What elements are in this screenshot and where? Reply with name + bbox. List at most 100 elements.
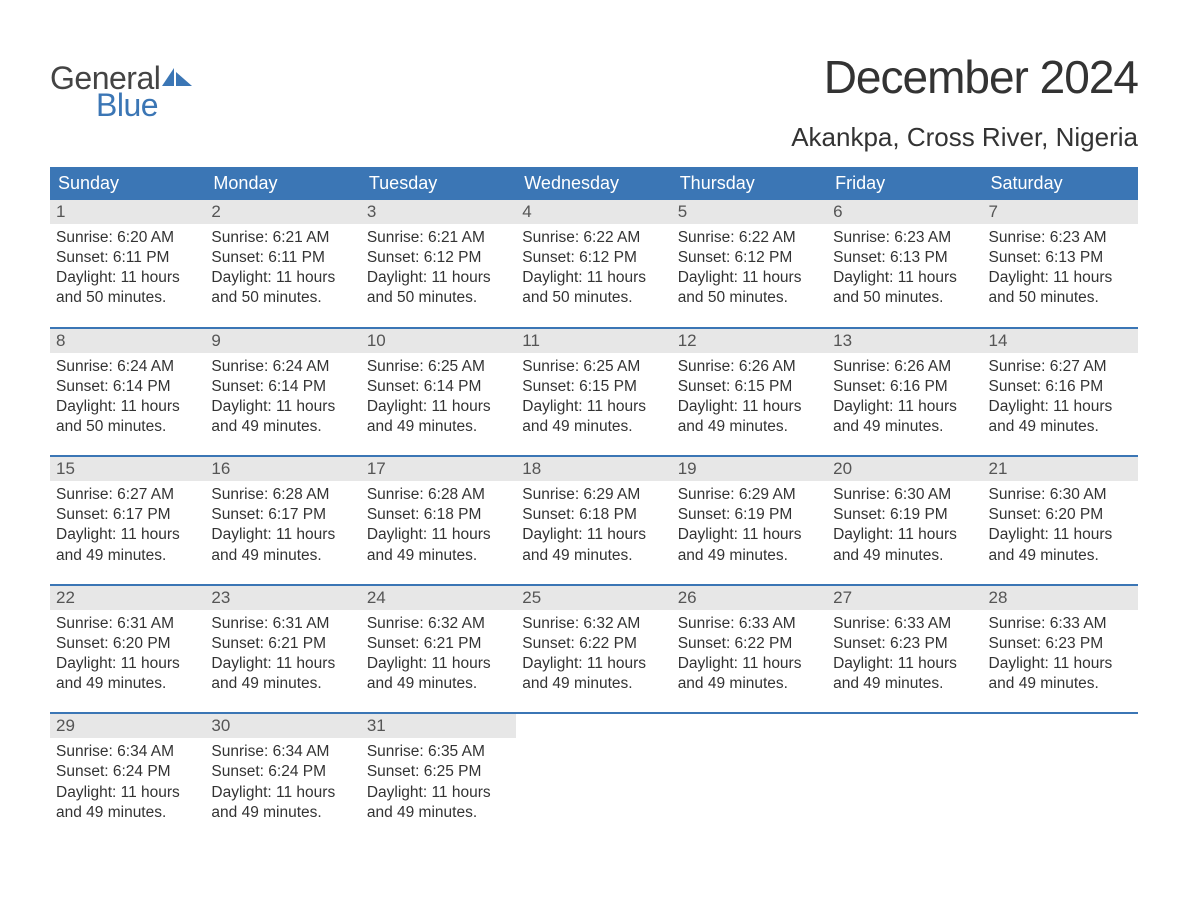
day-body: Sunrise: 6:29 AMSunset: 6:18 PMDaylight:… <box>516 481 671 566</box>
day-sunset: Sunset: 6:12 PM <box>367 248 510 268</box>
day-body: Sunrise: 6:33 AMSunset: 6:22 PMDaylight:… <box>672 610 827 695</box>
day-sunset: Sunset: 6:14 PM <box>211 377 354 397</box>
day-number: 18 <box>516 457 671 481</box>
day-dl2: and 49 minutes. <box>211 803 354 823</box>
day-sunset: Sunset: 6:17 PM <box>211 505 354 525</box>
day-dl1: Daylight: 11 hours <box>56 525 199 545</box>
day-sunset: Sunset: 6:23 PM <box>833 634 976 654</box>
calendar-day-cell: 1Sunrise: 6:20 AMSunset: 6:11 PMDaylight… <box>50 200 205 327</box>
day-dl1: Daylight: 11 hours <box>678 654 821 674</box>
day-dl2: and 49 minutes. <box>678 417 821 437</box>
day-number: 23 <box>205 586 360 610</box>
day-dl2: and 49 minutes. <box>522 674 665 694</box>
day-number: 30 <box>205 714 360 738</box>
calendar-day-cell: 20Sunrise: 6:30 AMSunset: 6:19 PMDayligh… <box>827 457 982 584</box>
day-sunrise: Sunrise: 6:34 AM <box>56 742 199 762</box>
day-dl2: and 49 minutes. <box>211 674 354 694</box>
calendar-day-cell: 7Sunrise: 6:23 AMSunset: 6:13 PMDaylight… <box>983 200 1138 327</box>
day-sunrise: Sunrise: 6:22 AM <box>522 228 665 248</box>
day-sunrise: Sunrise: 6:30 AM <box>989 485 1132 505</box>
day-dl2: and 49 minutes. <box>367 803 510 823</box>
day-sunrise: Sunrise: 6:27 AM <box>989 357 1132 377</box>
day-dl1: Daylight: 11 hours <box>989 654 1132 674</box>
calendar-week: 8Sunrise: 6:24 AMSunset: 6:14 PMDaylight… <box>50 327 1138 456</box>
day-sunrise: Sunrise: 6:20 AM <box>56 228 199 248</box>
day-number: 14 <box>983 329 1138 353</box>
day-dl1: Daylight: 11 hours <box>367 525 510 545</box>
day-number: 28 <box>983 586 1138 610</box>
day-sunset: Sunset: 6:22 PM <box>678 634 821 654</box>
day-dl1: Daylight: 11 hours <box>56 783 199 803</box>
day-dl1: Daylight: 11 hours <box>989 397 1132 417</box>
header: General Blue December 2024 Akankpa, Cros… <box>50 50 1138 153</box>
day-sunrise: Sunrise: 6:33 AM <box>833 614 976 634</box>
day-dl1: Daylight: 11 hours <box>522 525 665 545</box>
day-body: Sunrise: 6:21 AMSunset: 6:12 PMDaylight:… <box>361 224 516 309</box>
day-sunrise: Sunrise: 6:25 AM <box>522 357 665 377</box>
day-dl2: and 49 minutes. <box>56 803 199 823</box>
day-dl2: and 49 minutes. <box>833 546 976 566</box>
day-number: 21 <box>983 457 1138 481</box>
day-sunrise: Sunrise: 6:24 AM <box>211 357 354 377</box>
day-sunrise: Sunrise: 6:24 AM <box>56 357 199 377</box>
day-body: Sunrise: 6:28 AMSunset: 6:18 PMDaylight:… <box>361 481 516 566</box>
calendar-day-cell: 23Sunrise: 6:31 AMSunset: 6:21 PMDayligh… <box>205 586 360 713</box>
day-sunrise: Sunrise: 6:26 AM <box>678 357 821 377</box>
day-sunset: Sunset: 6:20 PM <box>989 505 1132 525</box>
logo: General Blue <box>50 50 192 124</box>
day-number: 13 <box>827 329 982 353</box>
calendar-day-cell: 25Sunrise: 6:32 AMSunset: 6:22 PMDayligh… <box>516 586 671 713</box>
day-number: 5 <box>672 200 827 224</box>
day-sunrise: Sunrise: 6:35 AM <box>367 742 510 762</box>
day-number: 19 <box>672 457 827 481</box>
page-title: December 2024 <box>791 50 1138 104</box>
day-dl1: Daylight: 11 hours <box>211 397 354 417</box>
logo-text-blue: Blue <box>96 87 192 124</box>
day-number: 4 <box>516 200 671 224</box>
day-sunset: Sunset: 6:23 PM <box>989 634 1132 654</box>
calendar-day-cell: 3Sunrise: 6:21 AMSunset: 6:12 PMDaylight… <box>361 200 516 327</box>
day-sunset: Sunset: 6:12 PM <box>678 248 821 268</box>
calendar-day-cell: 5Sunrise: 6:22 AMSunset: 6:12 PMDaylight… <box>672 200 827 327</box>
day-sunset: Sunset: 6:21 PM <box>211 634 354 654</box>
day-number: 8 <box>50 329 205 353</box>
calendar-day-cell: 10Sunrise: 6:25 AMSunset: 6:14 PMDayligh… <box>361 329 516 456</box>
calendar-day-cell: 8Sunrise: 6:24 AMSunset: 6:14 PMDaylight… <box>50 329 205 456</box>
day-dl1: Daylight: 11 hours <box>211 654 354 674</box>
day-dl1: Daylight: 11 hours <box>833 654 976 674</box>
day-dl2: and 49 minutes. <box>367 674 510 694</box>
day-dl1: Daylight: 11 hours <box>367 654 510 674</box>
day-body: Sunrise: 6:24 AMSunset: 6:14 PMDaylight:… <box>205 353 360 438</box>
day-dl1: Daylight: 11 hours <box>678 397 821 417</box>
calendar-day-cell: 9Sunrise: 6:24 AMSunset: 6:14 PMDaylight… <box>205 329 360 456</box>
day-sunrise: Sunrise: 6:33 AM <box>989 614 1132 634</box>
day-number: 6 <box>827 200 982 224</box>
day-body: Sunrise: 6:22 AMSunset: 6:12 PMDaylight:… <box>672 224 827 309</box>
calendar-day-cell: 30Sunrise: 6:34 AMSunset: 6:24 PMDayligh… <box>205 714 360 841</box>
day-dl1: Daylight: 11 hours <box>211 783 354 803</box>
day-dl2: and 49 minutes. <box>522 546 665 566</box>
calendar-day-cell: 2Sunrise: 6:21 AMSunset: 6:11 PMDaylight… <box>205 200 360 327</box>
day-dl1: Daylight: 11 hours <box>833 397 976 417</box>
calendar-day-cell: 6Sunrise: 6:23 AMSunset: 6:13 PMDaylight… <box>827 200 982 327</box>
header-friday: Friday <box>827 167 982 200</box>
day-sunrise: Sunrise: 6:31 AM <box>56 614 199 634</box>
calendar-day-cell: 24Sunrise: 6:32 AMSunset: 6:21 PMDayligh… <box>361 586 516 713</box>
day-body: Sunrise: 6:35 AMSunset: 6:25 PMDaylight:… <box>361 738 516 823</box>
day-body: Sunrise: 6:31 AMSunset: 6:21 PMDaylight:… <box>205 610 360 695</box>
day-dl2: and 50 minutes. <box>989 288 1132 308</box>
day-sunset: Sunset: 6:21 PM <box>367 634 510 654</box>
calendar-day-cell: 19Sunrise: 6:29 AMSunset: 6:19 PMDayligh… <box>672 457 827 584</box>
day-number: 7 <box>983 200 1138 224</box>
day-sunset: Sunset: 6:19 PM <box>833 505 976 525</box>
day-dl2: and 49 minutes. <box>211 417 354 437</box>
calendar-day-cell: 21Sunrise: 6:30 AMSunset: 6:20 PMDayligh… <box>983 457 1138 584</box>
day-body: Sunrise: 6:26 AMSunset: 6:16 PMDaylight:… <box>827 353 982 438</box>
day-number: 25 <box>516 586 671 610</box>
day-sunset: Sunset: 6:11 PM <box>56 248 199 268</box>
day-dl1: Daylight: 11 hours <box>522 397 665 417</box>
day-body: Sunrise: 6:30 AMSunset: 6:20 PMDaylight:… <box>983 481 1138 566</box>
calendar-day-cell: 29Sunrise: 6:34 AMSunset: 6:24 PMDayligh… <box>50 714 205 841</box>
day-sunset: Sunset: 6:14 PM <box>56 377 199 397</box>
calendar-day-cell: 15Sunrise: 6:27 AMSunset: 6:17 PMDayligh… <box>50 457 205 584</box>
